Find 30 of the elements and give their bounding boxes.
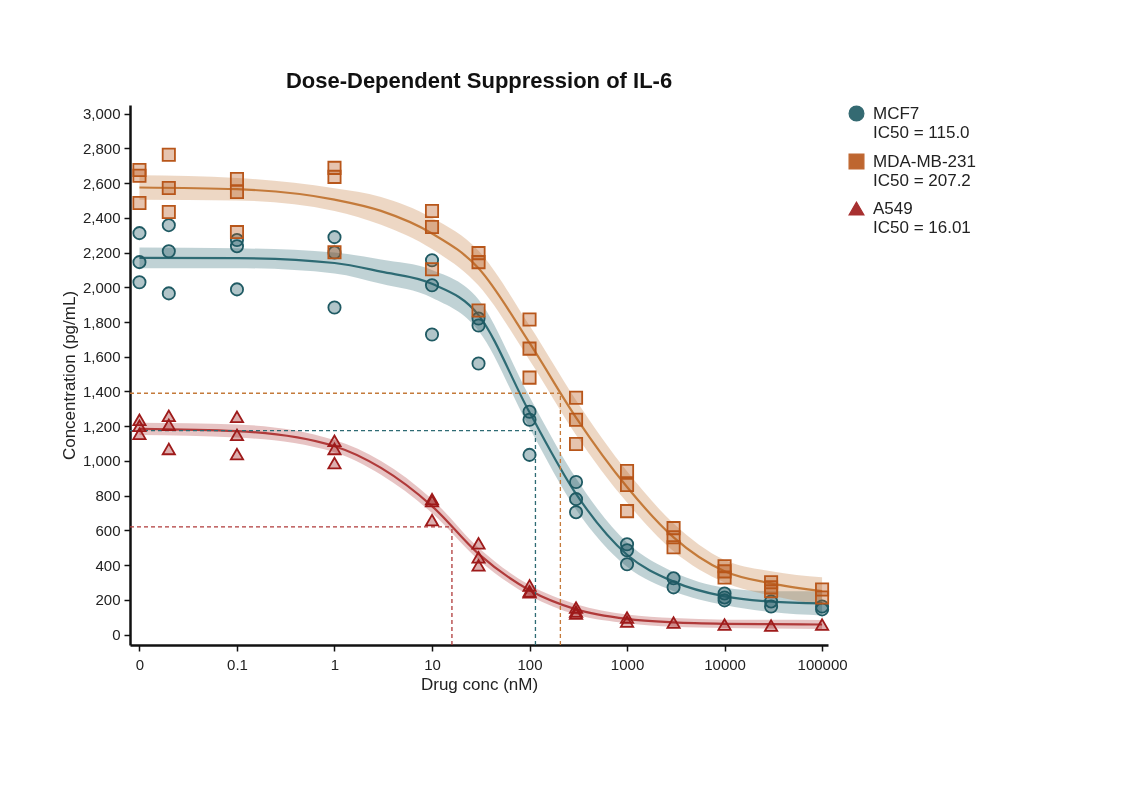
y-tick-label: 800: [95, 487, 121, 505]
x-tick-label: 10000: [704, 655, 746, 673]
x-axis-title: Drug conc (nM): [420, 674, 539, 694]
legend-label: A549 IC50 = 16.01: [873, 198, 971, 237]
legend-label: MCF7 IC50 = 115.0: [873, 103, 970, 142]
chart-title: Dose-Dependent Suppression of IL-6: [285, 68, 673, 93]
x-tick-label: 100: [517, 655, 543, 673]
y-tick-label: 2,600: [82, 174, 121, 192]
y-tick-label: 200: [95, 591, 121, 609]
y-tick-label: 1,000: [82, 452, 121, 470]
legend-label: MDA-MB-231 IC50 = 207.2: [873, 151, 976, 190]
y-tick-label: 1,800: [82, 313, 121, 331]
y-tick-label: 400: [95, 556, 121, 574]
x-tick-label: 1: [330, 655, 340, 673]
y-tick-label: 3,000: [82, 105, 121, 123]
y-tick-label: 1,200: [82, 417, 121, 435]
x-tick-label: 10: [424, 655, 441, 673]
x-tick-label: 0: [135, 655, 145, 673]
x-tick-label: 0.1: [227, 655, 248, 673]
y-tick-label: 2,000: [82, 278, 121, 296]
y-tick-label: 2,800: [82, 139, 121, 157]
y-axis-title: Concentration (pg/mL): [59, 290, 79, 461]
y-tick-label: 2,400: [82, 209, 121, 227]
x-tick-label: 100000: [797, 655, 848, 673]
y-tick-label: 1,600: [82, 348, 121, 366]
y-tick-label: 2,200: [82, 244, 121, 262]
y-tick-label: 0: [112, 626, 121, 644]
y-tick-label: 1,400: [82, 383, 121, 400]
y-tick-label: 600: [95, 521, 121, 539]
x-tick-label: 1000: [610, 655, 645, 673]
